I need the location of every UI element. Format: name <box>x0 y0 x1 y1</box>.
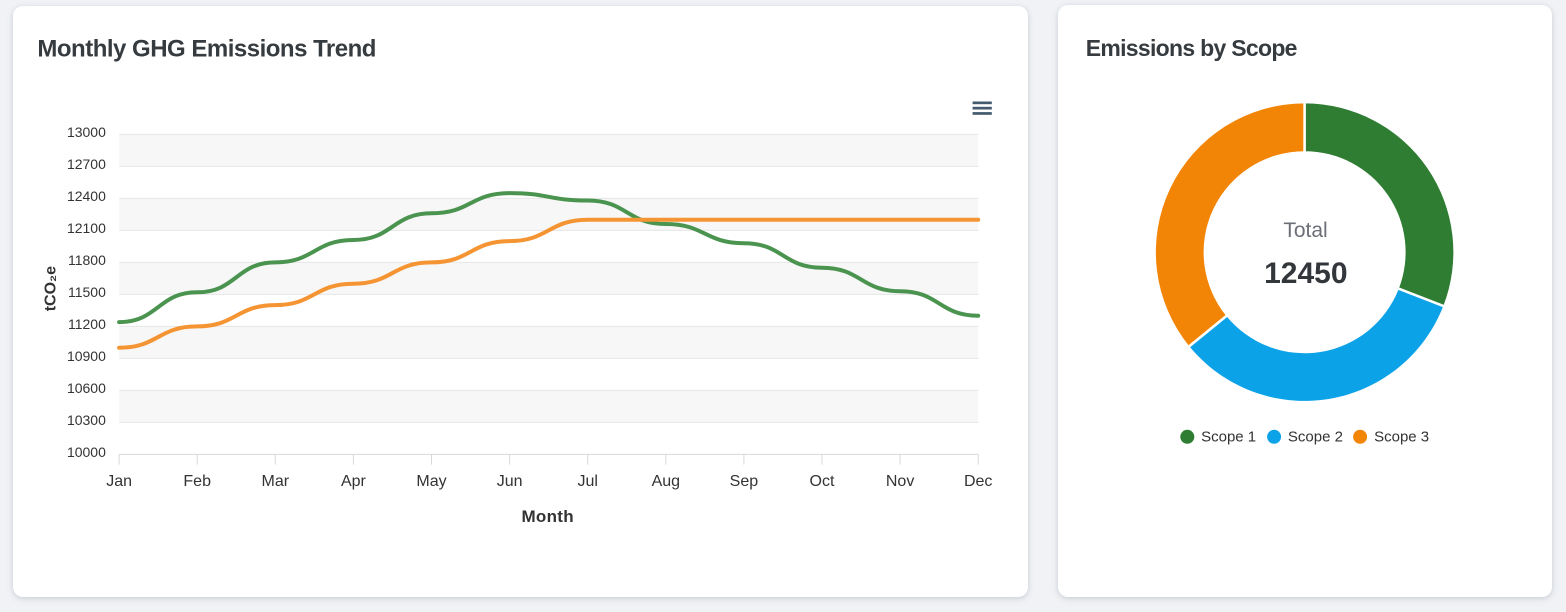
svg-text:May: May <box>416 473 446 490</box>
svg-text:10000: 10000 <box>67 444 106 460</box>
svg-text:Scope 1: Scope 1 <box>1201 429 1256 446</box>
svg-text:11200: 11200 <box>68 316 106 332</box>
svg-text:Oct: Oct <box>810 473 835 490</box>
svg-text:Jul: Jul <box>577 473 597 490</box>
svg-text:11500: 11500 <box>68 284 106 300</box>
svg-text:Month: Month <box>521 507 573 526</box>
svg-text:12450: 12450 <box>1264 257 1347 290</box>
svg-text:Apr: Apr <box>341 473 367 490</box>
svg-text:Sep: Sep <box>730 473 759 490</box>
svg-text:Total: Total <box>1283 219 1327 242</box>
svg-text:10300: 10300 <box>67 412 106 428</box>
svg-text:13000: 13000 <box>67 124 106 140</box>
svg-text:Scope 2: Scope 2 <box>1288 429 1343 446</box>
svg-text:12100: 12100 <box>67 220 106 236</box>
svg-text:tCO₂e: tCO₂e <box>42 266 59 311</box>
svg-text:Scope 3: Scope 3 <box>1374 429 1429 446</box>
svg-text:Dec: Dec <box>964 473 992 490</box>
svg-text:Feb: Feb <box>183 473 211 490</box>
svg-text:Jan: Jan <box>106 473 132 490</box>
svg-text:10600: 10600 <box>67 380 106 396</box>
svg-text:10900: 10900 <box>67 348 106 364</box>
svg-text:Jun: Jun <box>497 473 523 490</box>
svg-text:Emissions by Scope: Emissions by Scope <box>1086 35 1297 61</box>
svg-text:Mar: Mar <box>262 473 290 490</box>
svg-text:11800: 11800 <box>68 252 106 268</box>
svg-text:Aug: Aug <box>652 473 680 490</box>
svg-text:12400: 12400 <box>67 188 106 204</box>
svg-text:Nov: Nov <box>886 473 914 490</box>
svg-text:12700: 12700 <box>67 156 106 172</box>
svg-text:Monthly GHG Emissions Trend: Monthly GHG Emissions Trend <box>37 35 376 62</box>
